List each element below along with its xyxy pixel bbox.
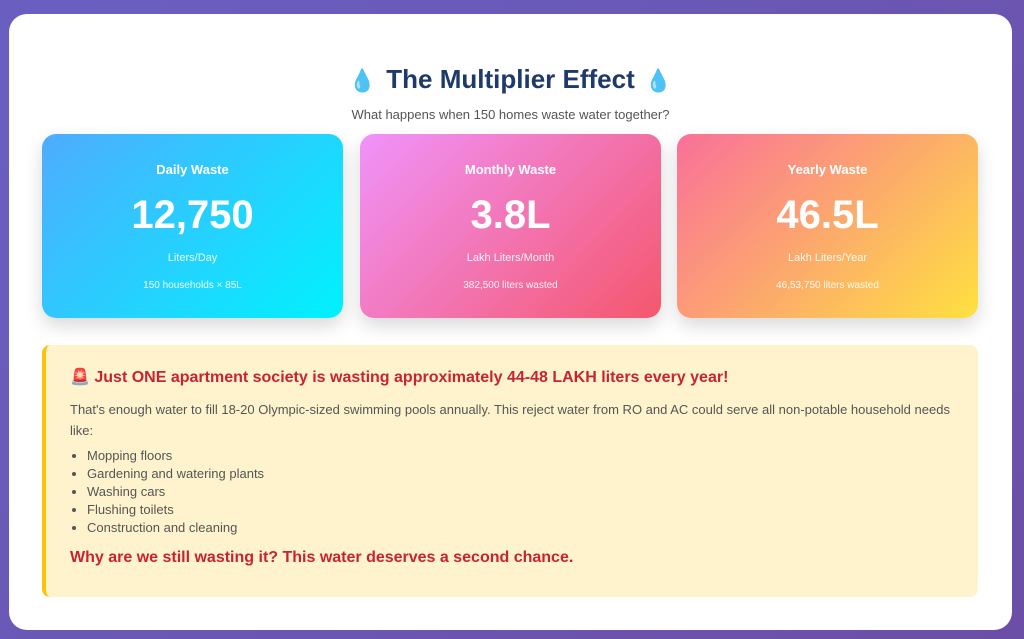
list-item: Mopping floors — [87, 447, 954, 465]
droplet-icon: 💧 — [644, 68, 673, 93]
stat-note: 46,53,750 liters wasted — [776, 280, 879, 291]
alert-box: 🚨 Just ONE apartment society is wasting … — [42, 345, 978, 597]
page-title: 💧 The Multiplier Effect 💧 — [9, 64, 1012, 95]
main-card: 💧 The Multiplier Effect 💧 What happens whe… — [9, 14, 1012, 630]
stat-label: Monthly Waste — [464, 162, 557, 177]
stat-unit: Lakh Liters/Year — [787, 252, 868, 264]
stat-value: 12,750 — [131, 193, 254, 237]
stat-card-yearly: Yearly Waste 46.5L Lakh Liters/Year 46,5… — [677, 134, 978, 318]
list-item: Construction and cleaning — [87, 519, 954, 537]
stat-note: 382,500 liters wasted — [463, 280, 558, 291]
alert-body: That's enough water to fill 18-20 Olympi… — [70, 402, 950, 438]
list-item: Washing cars — [87, 483, 954, 501]
stat-label: Daily Waste — [156, 162, 229, 177]
stat-note: 150 households × 85L — [143, 280, 242, 291]
alert-heading-text: Just ONE apartment society is wasting ap… — [94, 369, 729, 386]
uses-list: Mopping floors Gardening and watering pl… — [70, 447, 954, 537]
droplet-icon: 💧 — [348, 68, 377, 93]
alert-closing: Why are we still wasting it? This water … — [70, 549, 574, 566]
stat-unit: Liters/Day — [167, 252, 218, 264]
stat-value: 46.5L — [776, 193, 879, 237]
title-text: The Multiplier Effect — [386, 64, 635, 94]
alert-heading: 🚨 Just ONE apartment society is wasting … — [70, 367, 954, 387]
stat-unit: Lakh Liters/Month — [466, 252, 555, 264]
siren-icon: 🚨 — [70, 369, 90, 386]
list-item: Gardening and watering plants — [87, 465, 954, 483]
stat-value: 3.8L — [470, 193, 551, 237]
stat-card-daily: Daily Waste 12,750 Liters/Day 150 househ… — [42, 134, 343, 318]
list-item: Flushing toilets — [87, 501, 954, 519]
stat-card-monthly: Monthly Waste 3.8L Lakh Liters/Month 382… — [360, 134, 661, 318]
stat-label: Yearly Waste — [787, 162, 868, 177]
subtitle: What happens when 150 homes waste water … — [351, 107, 670, 122]
